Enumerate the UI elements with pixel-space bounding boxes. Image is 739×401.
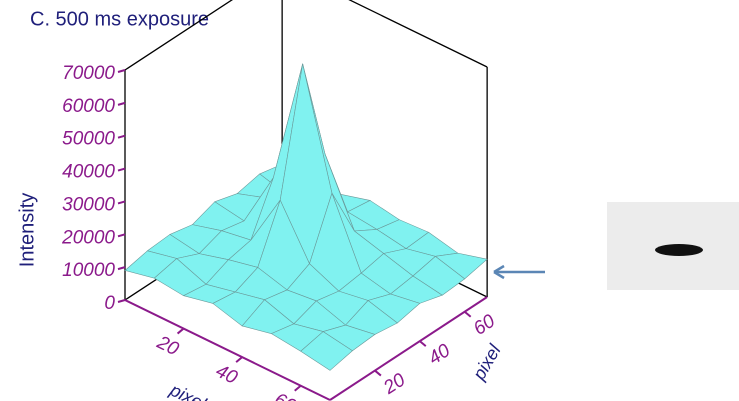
z-tick [118,234,125,236]
z-tick-label: 0 [104,293,115,314]
page: {"chart_data": {"type": "surface", "titl… [0,0,739,401]
y-tick-label: 60 [470,311,500,340]
z-tick [118,136,125,138]
y-axis-label: pixel [468,340,505,384]
y-tick-label: 40 [425,340,455,369]
y-tick [420,341,426,346]
gel-band [655,244,703,256]
x-tick [295,386,301,391]
box-edge [282,0,487,67]
z-tick-label: 30000 [62,194,115,215]
plot-area: 0 10000 20000 30000 40000 50000 60000 70000 20 40… [61,0,505,401]
z-tick [118,169,125,171]
z-tick [118,103,125,105]
z-tick-label: 20000 [61,227,115,248]
z-tick [118,267,125,269]
z-tick-label: 60000 [62,96,115,117]
z-tick [118,201,125,203]
z-tick [118,300,125,302]
z-tick-label: 70000 [62,63,115,84]
z-axis-label: Intensity [16,193,38,267]
z-tick [118,70,125,72]
chart-title: C. 500 ms exposure [30,8,209,30]
x-axis-label: pixel [166,379,210,401]
x-tick [236,357,242,362]
x-tick-label: 40 [212,361,241,389]
z-tick-label: 10000 [62,260,115,281]
z-tick-label: 50000 [62,129,115,150]
chart: C. 500 ms exposure Intensity 0 10000 20000… [0,0,739,401]
x-tick [178,329,184,334]
y-tick [465,312,471,317]
x-tick-label: 20 [153,332,182,361]
z-tick-label: 40000 [62,162,115,183]
y-tick-label: 20 [379,369,409,399]
y-tick [375,371,381,376]
